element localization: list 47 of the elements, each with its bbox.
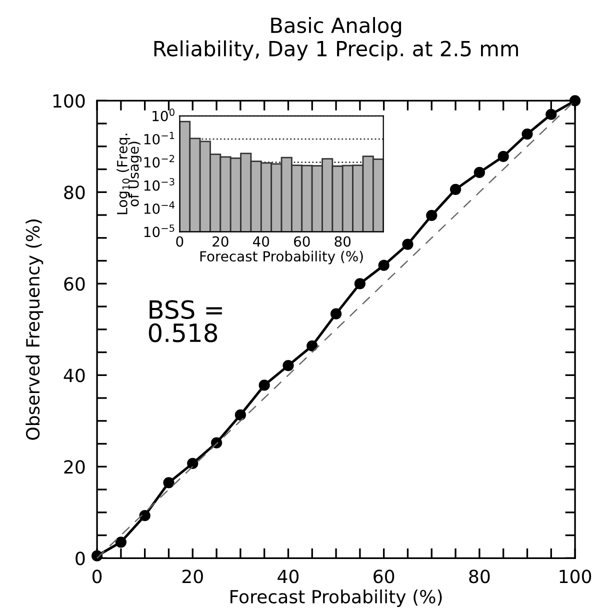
- y-tick-label: 10$^{−1}$: [144, 132, 174, 144]
- y-tick-label: 10$^{−2}$: [144, 154, 174, 168]
- x-tick-label: 40: [278, 570, 299, 584]
- point: [306, 340, 318, 352]
- point: [330, 308, 342, 320]
- y-tick-label: 20: [64, 460, 85, 474]
- y-tick-label: 40: [64, 368, 85, 382]
- y-tick-label: 10$^{−4}$: [144, 201, 174, 214]
- x-tick-label: 80: [334, 236, 351, 247]
- point: [522, 128, 533, 140]
- x-tick-label: 0: [176, 236, 184, 247]
- x-axis-title: Forecast Probability (%): [230, 590, 442, 607]
- point: [115, 536, 126, 548]
- chart-title: Basic Analog Reliability, Day 1 Precip. at 2.5 mm: [154, 17, 518, 61]
- x-tick-label: 60: [374, 570, 394, 584]
- point: [163, 477, 174, 488]
- x-tick-label: 60: [294, 236, 310, 247]
- y-tick-label: 80: [64, 186, 85, 200]
- point: [354, 278, 366, 290]
- y-tick-label: 10$^{−3}$: [144, 178, 174, 191]
- x-tick-label: 0: [92, 570, 102, 584]
- point: [426, 210, 438, 222]
- x-tick-label: 100: [560, 570, 592, 584]
- x-tick-label: 40: [253, 236, 270, 247]
- point: [498, 150, 509, 162]
- point: [258, 380, 270, 391]
- y-tick-label: 60: [64, 277, 85, 291]
- y-tick-label: 10$^{−5}$: [144, 224, 174, 238]
- y-tick-label: 10$^{0}$: [152, 108, 174, 122]
- x-tick-label: 20: [182, 570, 203, 584]
- point: [402, 238, 414, 250]
- point: [187, 458, 198, 470]
- point: [450, 184, 462, 195]
- point: [378, 260, 390, 271]
- x-tick-label: 80: [469, 570, 490, 584]
- y-tick-label: 100: [53, 94, 85, 108]
- point: [139, 510, 150, 522]
- y-tick-label: 0: [76, 552, 85, 566]
- x-axis-title: Forecast Probability (%): [200, 250, 363, 264]
- point: [282, 360, 294, 372]
- point: [546, 108, 557, 120]
- point: [234, 409, 246, 421]
- y-axis-title: Observed Frequency (%): [26, 220, 44, 440]
- point: [474, 166, 485, 178]
- point: [569, 95, 581, 106]
- x-tick-label: 20: [212, 236, 228, 247]
- annotation: BSS = 0.518: [148, 300, 222, 342]
